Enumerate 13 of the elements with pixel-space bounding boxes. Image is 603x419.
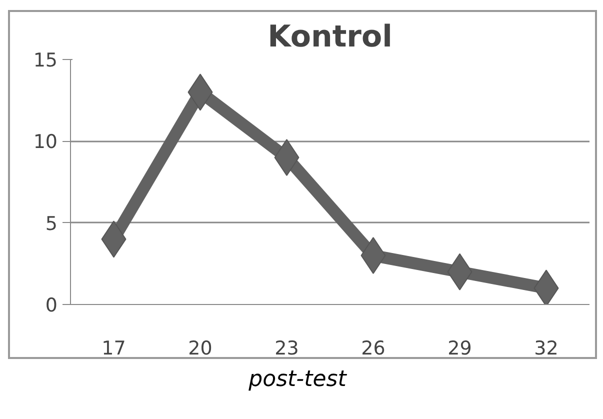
y-tick-label: 15 [33, 50, 58, 72]
x-tick-label: 32 [534, 338, 558, 360]
x-tick-label: 29 [448, 338, 472, 360]
x-tick-label: 20 [188, 338, 212, 360]
point [534, 270, 559, 304]
x-tick-label: 26 [361, 338, 386, 360]
chart-title: Kontrol [268, 20, 392, 54]
x-tick-label: 23 [274, 338, 299, 360]
text: post-test [248, 367, 346, 392]
y-tick-label: 5 [45, 212, 58, 235]
x-tick-label: 17 [102, 338, 126, 360]
y-tick-label: 10 [33, 131, 58, 154]
y-tick-label: 0 [45, 294, 58, 316]
